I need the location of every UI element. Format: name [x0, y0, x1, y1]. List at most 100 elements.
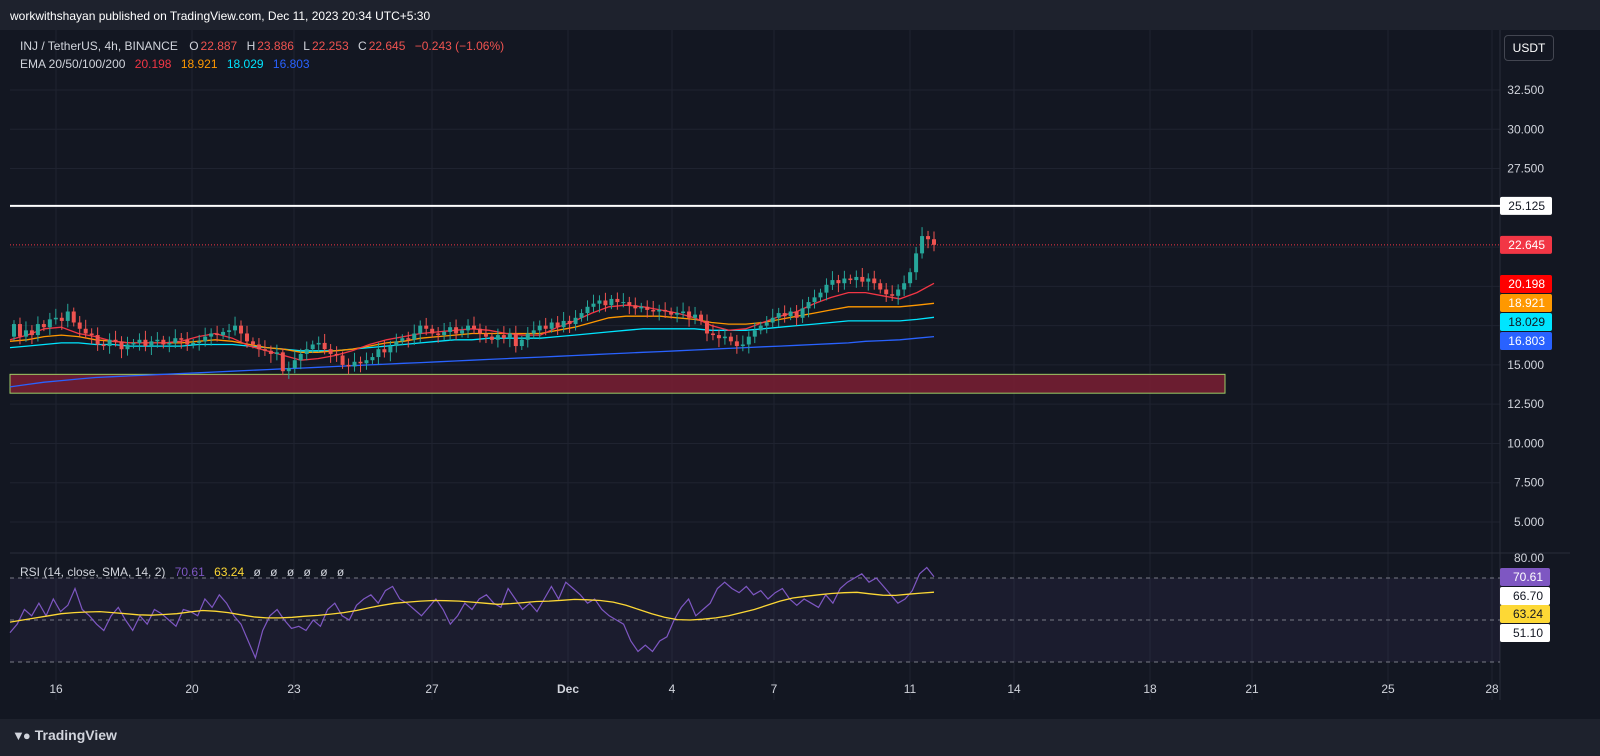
candle-body	[681, 311, 686, 314]
candle-body	[346, 364, 351, 367]
candle-body	[250, 341, 255, 345]
open-value: 22.887	[200, 39, 238, 53]
candle-body	[746, 336, 751, 345]
price-tag-label: 16.803	[1508, 334, 1545, 348]
candle-body	[848, 278, 853, 281]
candle-body	[113, 339, 118, 342]
price-tick-label: 15.000	[1507, 358, 1544, 372]
candle-body	[740, 344, 745, 347]
candle-body	[167, 342, 172, 345]
candle-body	[537, 325, 542, 331]
candle-body	[926, 236, 931, 240]
candle-body	[334, 353, 339, 356]
candle-body	[406, 338, 411, 340]
candle-body	[896, 289, 901, 296]
candle-body	[519, 339, 524, 347]
price-tag	[1500, 332, 1552, 350]
time-tick-label: 18	[1143, 682, 1157, 696]
low-value: 22.253	[311, 39, 349, 53]
candle-body	[902, 283, 907, 290]
rsi-tag-label: 66.70	[1513, 589, 1543, 603]
candle-body	[394, 341, 399, 347]
candle-body	[47, 319, 52, 328]
rsi-extra-2: ø	[270, 565, 278, 579]
candle-body	[53, 317, 58, 320]
candle-body	[125, 344, 130, 350]
candle-body	[472, 325, 476, 329]
high-label: H	[246, 39, 256, 53]
candle-body	[818, 292, 823, 298]
footer-bar	[0, 719, 1600, 756]
currency-unit-button[interactable]: USDT	[1504, 35, 1554, 61]
ema-legend[interactable]: EMA 20/50/100/200 20.198 18.921 18.029 1…	[20, 57, 312, 71]
candle-body	[274, 352, 279, 354]
rsi-sma-value: 63.24	[214, 565, 245, 579]
ema100-line	[9, 316, 935, 352]
rsi-tag-label: 70.61	[1513, 570, 1543, 584]
candle-body	[352, 361, 357, 367]
candle-body	[149, 341, 154, 347]
candle-body	[854, 276, 859, 281]
candle-body	[603, 300, 608, 306]
candle-body	[663, 309, 668, 312]
candle-body	[442, 331, 447, 336]
price-axis: 5.000 7.500 10.000 12.500 15.000 27.500 30.000…	[1507, 83, 1544, 565]
price-chart[interactable]: 5.000 7.500 10.000 12.500 15.000 27.500 30.000…	[0, 0, 1600, 719]
ema20-line	[9, 282, 935, 361]
candle-body	[298, 353, 303, 361]
candle-body	[812, 297, 817, 303]
candle-body	[734, 341, 739, 347]
rsi-extra-3: ø	[286, 565, 295, 579]
rsi-tag	[1500, 568, 1550, 586]
candle-body	[932, 239, 936, 245]
rsi-tag	[1500, 587, 1550, 605]
rsi-extra-1: ø	[253, 565, 261, 579]
symbol-name: INJ / TetherUS, 4h, BINANCE	[20, 39, 178, 53]
rsi-legend[interactable]: RSI (14, close, SMA, 14, 2) 70.61 63.24 …	[20, 565, 346, 579]
candle-body	[41, 324, 46, 328]
candle-body	[806, 302, 811, 309]
candle-body	[436, 333, 441, 336]
rsi-line	[9, 566, 935, 660]
tradingview-logo-icon: ▼●	[12, 727, 31, 743]
candle-body	[155, 339, 160, 342]
price-tag	[1500, 275, 1552, 293]
candle-body	[65, 311, 70, 321]
candle-body	[101, 344, 106, 347]
rsi-tag	[1500, 605, 1550, 623]
candle-body	[489, 336, 494, 340]
candle-body	[866, 278, 871, 282]
candle-body	[639, 306, 644, 309]
candle-body	[185, 339, 190, 345]
candle-body	[460, 330, 465, 334]
candle-body	[477, 328, 482, 334]
tradingview-logo[interactable]: ▼● TradingView	[12, 727, 117, 743]
candle-body	[239, 325, 244, 334]
time-tick-label: 28	[1485, 682, 1499, 696]
candle-body	[716, 335, 721, 339]
candle-body	[370, 357, 375, 361]
symbol-legend[interactable]: INJ / TetherUS, 4h, BINANCE O 22.887 H 23.…	[20, 39, 506, 53]
rsi-tag-label: 63.24	[1513, 607, 1543, 621]
candle-body	[197, 341, 202, 343]
price-tag	[1500, 294, 1552, 312]
candle-body	[657, 309, 662, 312]
candle-body	[651, 309, 656, 312]
candle-body	[573, 317, 578, 325]
rsi-extra-6: ø	[336, 565, 345, 579]
candle-body	[860, 276, 865, 282]
rsi-pane	[9, 566, 1500, 663]
candle-body	[191, 342, 196, 345]
candle-body	[722, 336, 727, 339]
candle-body	[621, 302, 626, 304]
candle-body	[376, 349, 381, 358]
rsi-extra-5: ø	[320, 565, 328, 579]
candle-body	[310, 344, 315, 350]
open-label: O	[189, 39, 199, 53]
candle-body	[280, 352, 285, 372]
ema100-value: 18.029	[226, 57, 264, 71]
time-tick-label: 27	[425, 682, 439, 696]
candle-body	[424, 325, 429, 329]
candle-body	[507, 333, 512, 339]
low-label: L	[303, 39, 310, 53]
